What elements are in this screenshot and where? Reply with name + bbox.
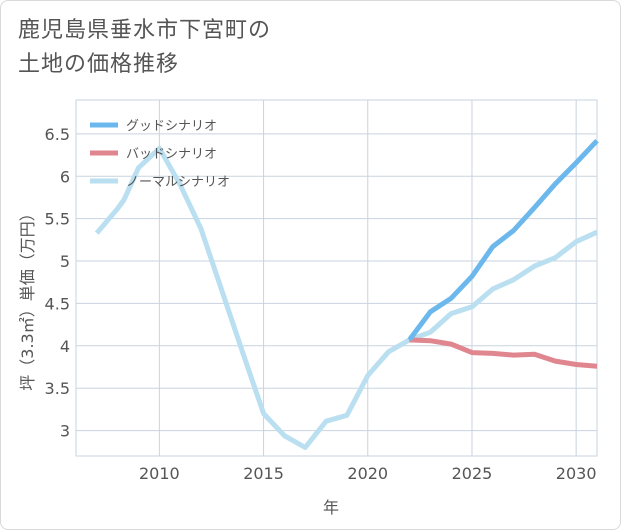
plot-area-border: [75, 99, 598, 457]
legend-label-2: ノーマルシナリオ: [126, 175, 230, 190]
y-tick-label: 6.5: [45, 125, 70, 144]
series-lines: [94, 138, 599, 450]
series-line-1: [409, 337, 598, 369]
legend-label-1: バッドシナリオ: [126, 147, 217, 162]
x-tick-label: 2020: [347, 464, 388, 483]
legend-label-0: グッドシナリオ: [126, 119, 217, 134]
x-tick-label: 2025: [452, 464, 493, 483]
y-axis-ticks: 3 3.5 4 4.5 5 5.5 6 6.5: [45, 125, 70, 441]
x-tick-label: 2015: [243, 464, 284, 483]
y-tick-label: 3.5: [45, 379, 70, 398]
y-tick-label: 5.5: [45, 210, 70, 229]
y-tick-label: 6: [60, 167, 70, 186]
chart-title-line-2: 土地の価格推移: [18, 52, 180, 77]
series-line-2: [94, 145, 599, 450]
y-tick-label: 4: [60, 337, 70, 356]
y-tick-label: 4.5: [45, 294, 70, 313]
y-tick-label: 3: [60, 422, 70, 441]
x-axis-title: 年: [323, 498, 339, 517]
chart-title: 鹿児島県垂水市下宮町の 土地の価格推移: [18, 14, 271, 82]
x-tick-label: 2010: [139, 464, 180, 483]
y-tick-label: 5: [60, 252, 70, 271]
y-axis-title: 坪（3.3㎡）単価（万円）: [18, 205, 37, 390]
x-tick-label: 2030: [556, 464, 597, 483]
grid: [75, 99, 598, 457]
x-axis-ticks: 2010 2015 2020 2025 2030: [139, 464, 597, 483]
chart-title-line-1: 鹿児島県垂水市下宮町の: [18, 18, 272, 43]
series-line-0: [407, 138, 599, 342]
